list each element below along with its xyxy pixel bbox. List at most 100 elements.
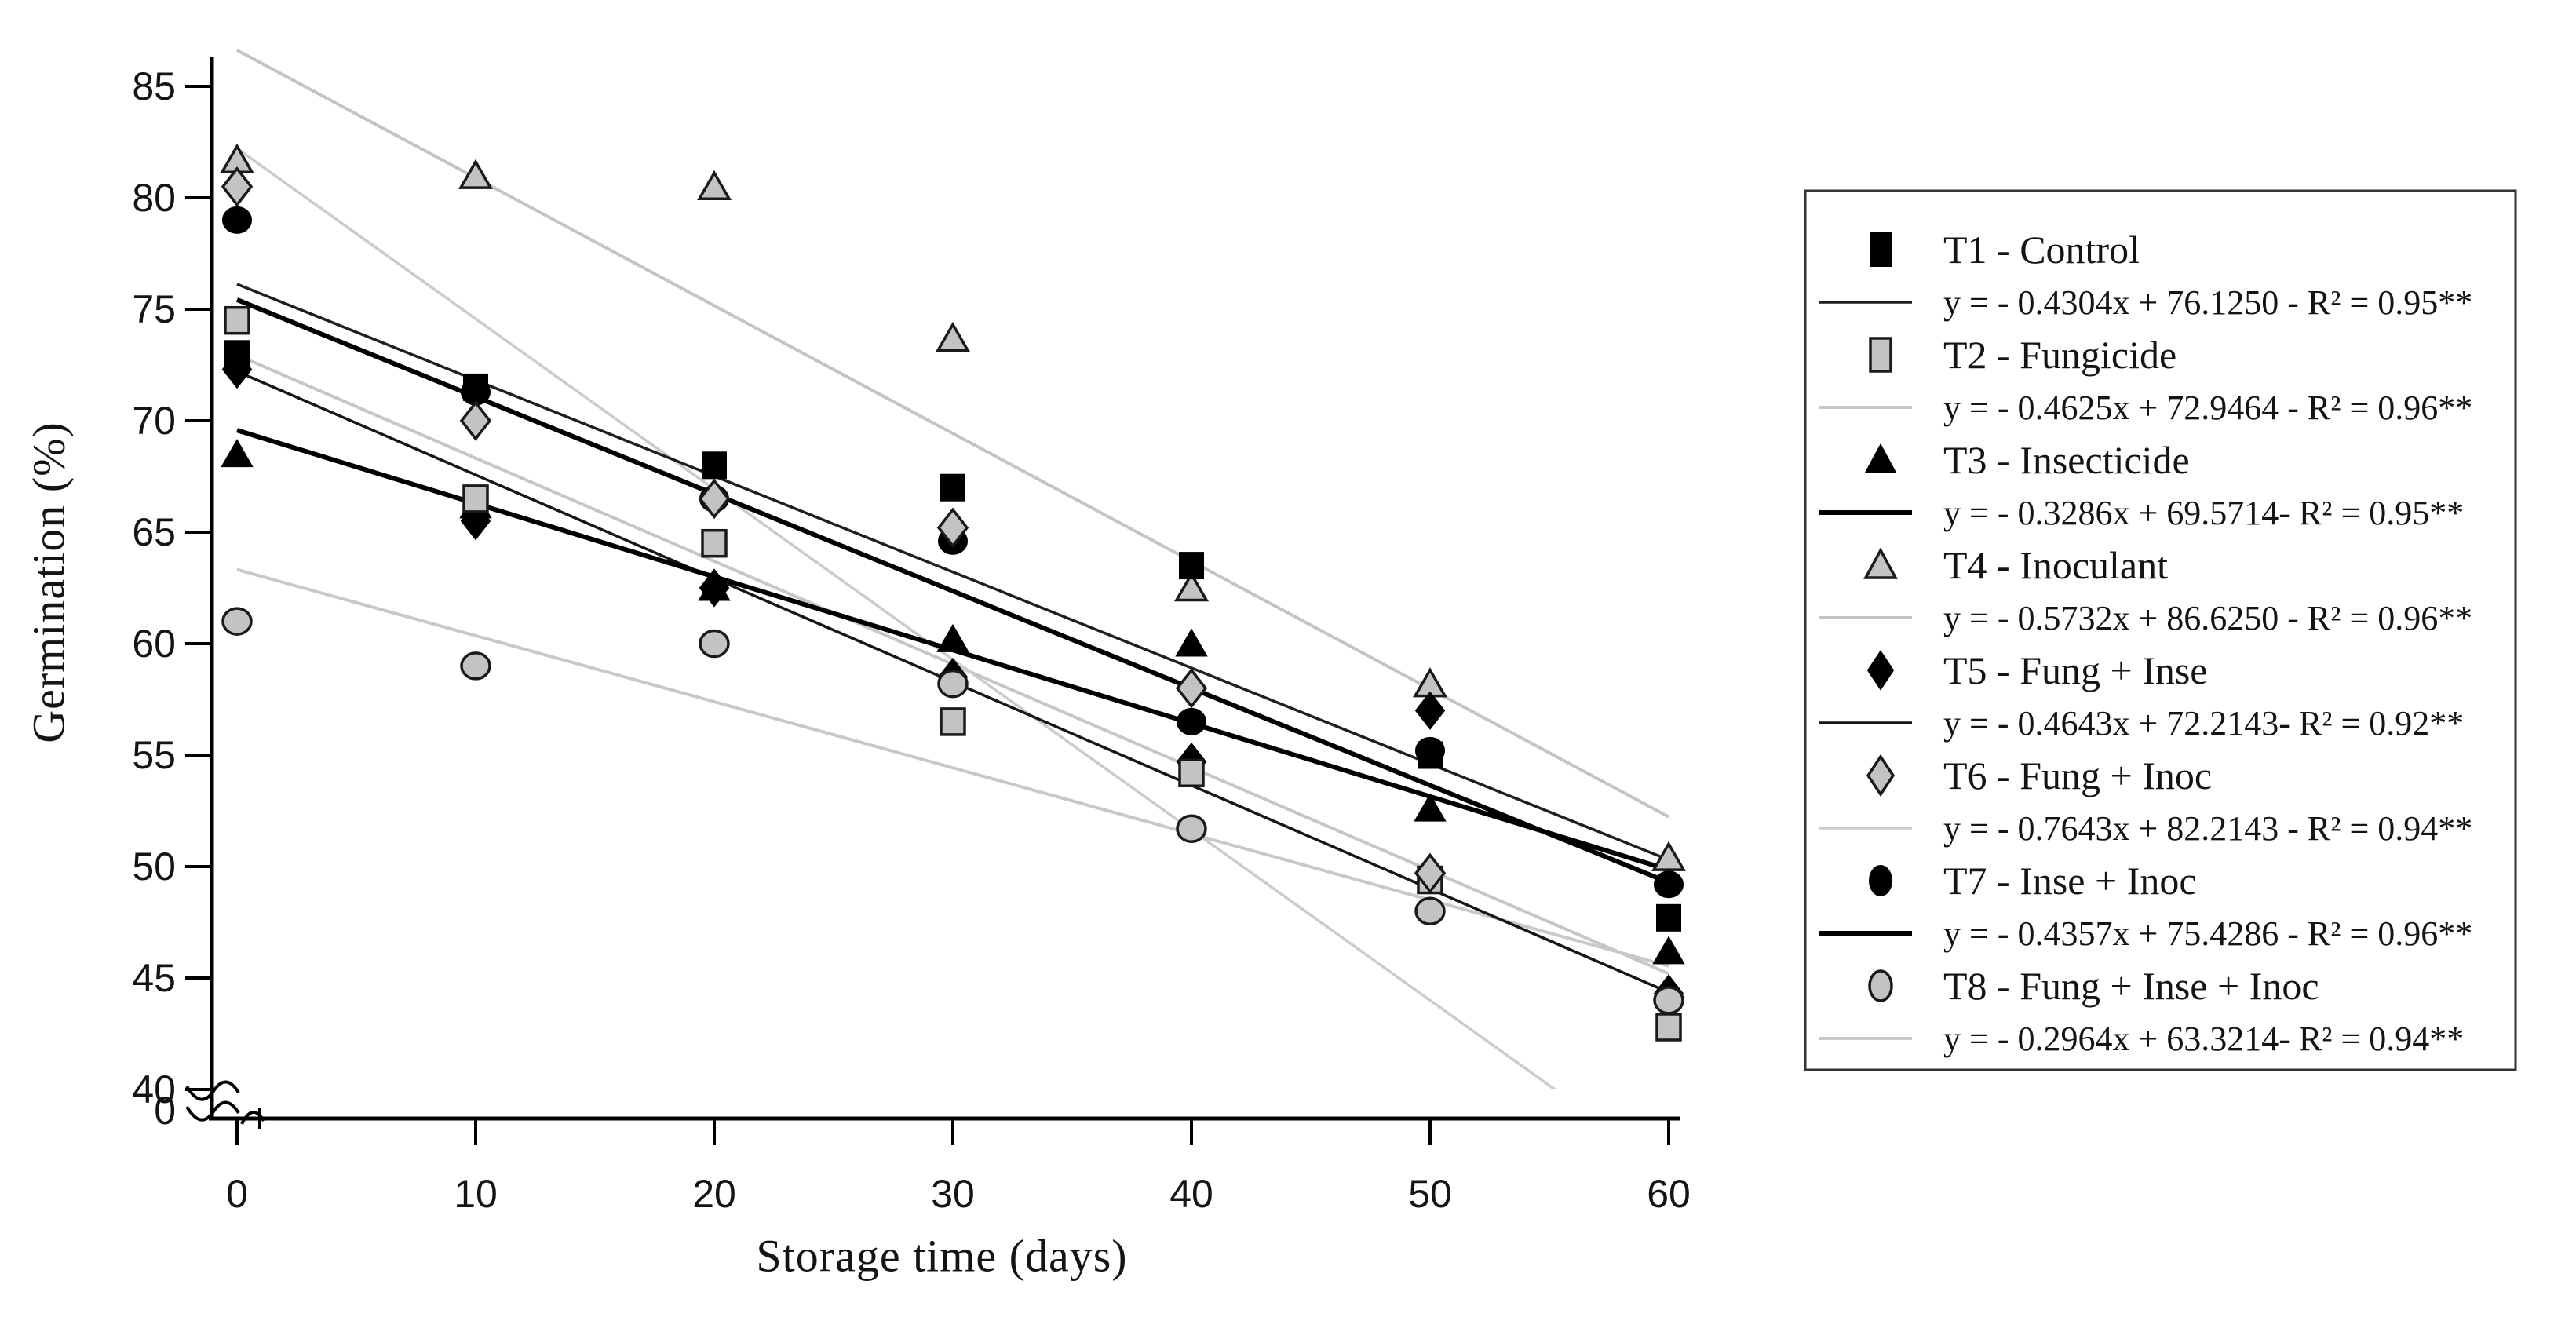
marker-T8-day30	[937, 669, 969, 699]
x-tick-label-60: 60	[1647, 1172, 1691, 1216]
x-tick-label-10: 10	[454, 1172, 498, 1216]
marker-T3-day50	[1414, 793, 1447, 822]
x-tick-label-50: 50	[1408, 1172, 1452, 1216]
legend-box	[1804, 189, 2517, 1071]
y-tick-label-55: 55	[132, 733, 176, 777]
legend-equation-T3: y = - 0.3286x + 69.5714- R² = 0.95**	[1943, 494, 2464, 532]
marker-T7-day60	[1654, 870, 1684, 899]
regression-line-T7	[235, 297, 1670, 885]
marker-T7-day40	[1177, 707, 1206, 735]
legend-label-T1: T1 - Control	[1943, 228, 2140, 272]
marker-T4-day60	[1651, 841, 1687, 871]
y-tick-label-40: 40	[132, 1067, 176, 1111]
legend-equation-T6: y = - 0.7643x + 82.2143 - R² = 0.94**	[1943, 809, 2472, 848]
regression-line-T6	[235, 147, 1556, 1089]
legend-marker-T1	[1870, 232, 1892, 267]
marker-T8-day50	[1414, 896, 1446, 926]
legend-marker-T3	[1864, 443, 1897, 473]
marker-T1-day50	[1418, 741, 1443, 769]
legend-equation-T2: y = - 0.4625x + 72.9464 - R² = 0.96**	[1943, 389, 2472, 427]
marker-T8-day10	[460, 651, 491, 681]
marker-T8-day0	[221, 607, 253, 636]
marker-T6-day50	[1414, 852, 1447, 894]
y-tick-label-0: 0	[154, 1089, 176, 1133]
legend-equation-T4: y = - 0.5732x + 86.6250 - R² = 0.96**	[1943, 599, 2472, 637]
legend-entry-T8: T8 - Fung + Inse + Inoc y = - 0.2964x + 6…	[1819, 964, 2464, 1058]
legend-entry-T5: T5 - Fung + Inse y = - 0.4643x + 72.2143-…	[1819, 648, 2464, 743]
marker-T6-day30	[936, 507, 969, 549]
marker-T6-day40	[1175, 667, 1208, 709]
marker-T1-day30	[940, 473, 965, 502]
legend-label-T6: T6 - Fung + Inoc	[1943, 754, 2212, 797]
y-tick-label-60: 60	[132, 622, 176, 666]
legend-entry-T2: T2 - Fungicide y = - 0.4625x + 72.9464 - …	[1819, 333, 2472, 427]
y-axis-break-squiggle-upper	[185, 1080, 240, 1101]
marker-T2-day60	[1655, 1013, 1682, 1042]
marker-T1-day0	[224, 340, 250, 368]
marker-T4-day40	[1173, 571, 1210, 602]
legend-entry-T4: T4 - Inoculant y = - 0.5732x + 86.6250 - …	[1819, 543, 2472, 637]
legend-label-T7: T7 - Inse + Inoc	[1943, 859, 2197, 903]
marker-T5-day20	[699, 568, 730, 608]
legend-entry-T6: T6 - Fung + Inoc y = - 0.7643x + 82.2143 …	[1819, 754, 2472, 848]
legend-label-T8: T8 - Fung + Inse + Inoc	[1943, 964, 2319, 1008]
marker-T2-day40	[1178, 758, 1205, 787]
legend-equation-T8: y = - 0.2964x + 63.3214- R² = 0.94**	[1943, 1020, 2464, 1058]
legend-entry-T1: T1 - Control y = - 0.4304x + 76.1250 - R²…	[1819, 228, 2472, 322]
legend-entry-T7: T7 - Inse + Inoc y = - 0.4357x + 75.4286 …	[1819, 859, 2472, 953]
y-tick-label-85: 85	[132, 64, 176, 108]
y-tick-label-80: 80	[132, 176, 176, 220]
marker-T2-day20	[701, 528, 728, 558]
marker-T5-day50	[1414, 691, 1446, 730]
y-tick-label-75: 75	[132, 287, 176, 331]
legend-equation-T1: y = - 0.4304x + 76.1250 - R² = 0.95**	[1943, 283, 2472, 322]
marker-T4-day20	[696, 170, 732, 201]
y-tick-label-45: 45	[132, 956, 176, 1000]
y-axis-break-squiggle-lower	[185, 1100, 240, 1122]
x-axis-break-squiggle	[240, 1111, 265, 1125]
legend-marker-T2	[1869, 337, 1892, 373]
marker-T6-day20	[698, 478, 731, 520]
marker-T3-day60	[1652, 936, 1685, 965]
legend-marker-T6	[1866, 754, 1896, 797]
y-tick-label-65: 65	[132, 510, 176, 554]
marker-T8-day60	[1653, 986, 1684, 1015]
x-tick-label-30: 30	[931, 1172, 975, 1216]
marker-T6-day10	[459, 400, 492, 441]
marker-T3-day30	[936, 623, 969, 652]
regression-line-T4	[236, 49, 1669, 819]
legend-marker-T8	[1868, 969, 1893, 1002]
marker-T1-day10	[463, 373, 488, 401]
marker-T4-day30	[935, 321, 971, 352]
legend-marker-T5	[1866, 650, 1895, 691]
marker-T1-day40	[1179, 552, 1204, 580]
legend-label-T3: T3 - Insecticide	[1943, 438, 2190, 482]
regression-line-T1	[236, 283, 1669, 862]
legend-equation-T7: y = - 0.4357x + 75.4286 - R² = 0.96**	[1943, 914, 2472, 953]
x-tick-label-20: 20	[692, 1172, 736, 1216]
marker-T8-day20	[699, 629, 730, 659]
marker-T4-day10	[458, 159, 494, 189]
marker-T1-day20	[702, 451, 727, 480]
y-tick-label-70: 70	[132, 399, 176, 443]
x-axis-title: Storage time (days)	[756, 1230, 1128, 1282]
y-axis-title: Germination (%)	[23, 422, 75, 743]
x-tick-label-0: 0	[226, 1172, 248, 1216]
marker-T1-day60	[1656, 903, 1681, 932]
y-tick-label-50: 50	[132, 845, 176, 889]
marker-T8-day40	[1176, 814, 1207, 843]
marker-T2-day10	[462, 484, 489, 513]
marker-T6-day0	[221, 166, 254, 207]
marker-T3-day0	[221, 439, 254, 468]
x-tick-label-40: 40	[1169, 1172, 1213, 1216]
marker-T3-day40	[1175, 628, 1208, 657]
marker-T7-day0	[222, 206, 252, 234]
marker-T2-day0	[224, 305, 250, 335]
legend-equation-T5: y = - 0.4643x + 72.2143- R² = 0.92**	[1943, 704, 2464, 743]
legend-marker-T4	[1863, 547, 1898, 579]
legend-marker-T7	[1869, 865, 1892, 896]
legend-entry-T3: T3 - Insecticide y = - 0.3286x + 69.5714-…	[1819, 438, 2464, 532]
legend-label-T4: T4 - Inoculant	[1943, 543, 2168, 587]
